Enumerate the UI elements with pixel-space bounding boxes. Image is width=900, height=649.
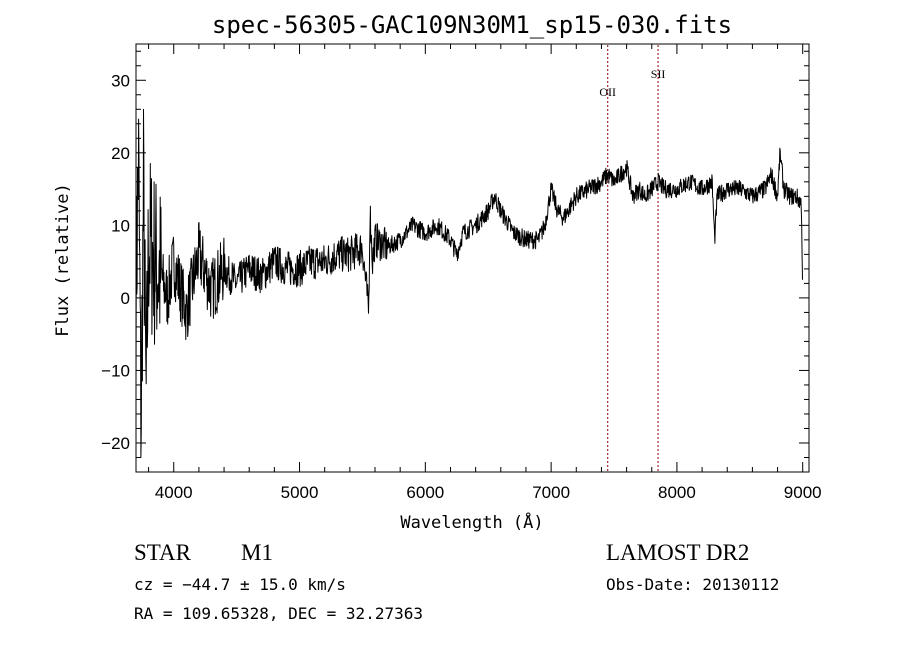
y-tick-label: −20 [101, 434, 130, 453]
y-tick-label: −10 [101, 361, 130, 380]
coordinates: RA = 109.65328, DEC = 32.27363 [134, 604, 423, 623]
x-tick-label: 4000 [155, 483, 193, 502]
x-tick-label: 5000 [281, 483, 319, 502]
object-class: STAR [134, 540, 192, 565]
y-tick-label: 10 [111, 216, 130, 235]
emission-line-markers: OII SII [599, 45, 665, 471]
x-tick-label: 9000 [784, 483, 822, 502]
obs-date: Obs-Date: 20130112 [606, 575, 779, 594]
line-marker-label: SII [651, 67, 666, 81]
survey-name: LAMOST DR2 [606, 540, 749, 565]
y-tick-label: 30 [111, 71, 130, 90]
line-marker-label: OII [599, 85, 616, 99]
y-axis-label: Flux (relative) [53, 183, 73, 337]
plot-frame [135, 43, 810, 473]
spectrum-series [135, 108, 803, 458]
chart-title: spec-56305-GAC109N30M1_sp15-030.fits [212, 11, 732, 39]
redshift-text: cz = −44.7 ± 15.0 km/s [134, 575, 346, 594]
y-tick-label: 0 [121, 289, 130, 308]
x-tick-label: 8000 [658, 483, 696, 502]
x-tick-label: 7000 [532, 483, 570, 502]
x-axis-label: Wavelength (Å) [400, 511, 543, 533]
spectrum-line [135, 108, 803, 458]
axis-tick-labels: 4000 5000 6000 7000 8000 9000 −20 −10 0 10 20 30 [101, 71, 821, 502]
y-tick-label: 20 [111, 144, 130, 163]
x-tick-label: 6000 [406, 483, 444, 502]
object-subclass: M1 [241, 540, 273, 565]
axis-ticks [136, 44, 809, 472]
